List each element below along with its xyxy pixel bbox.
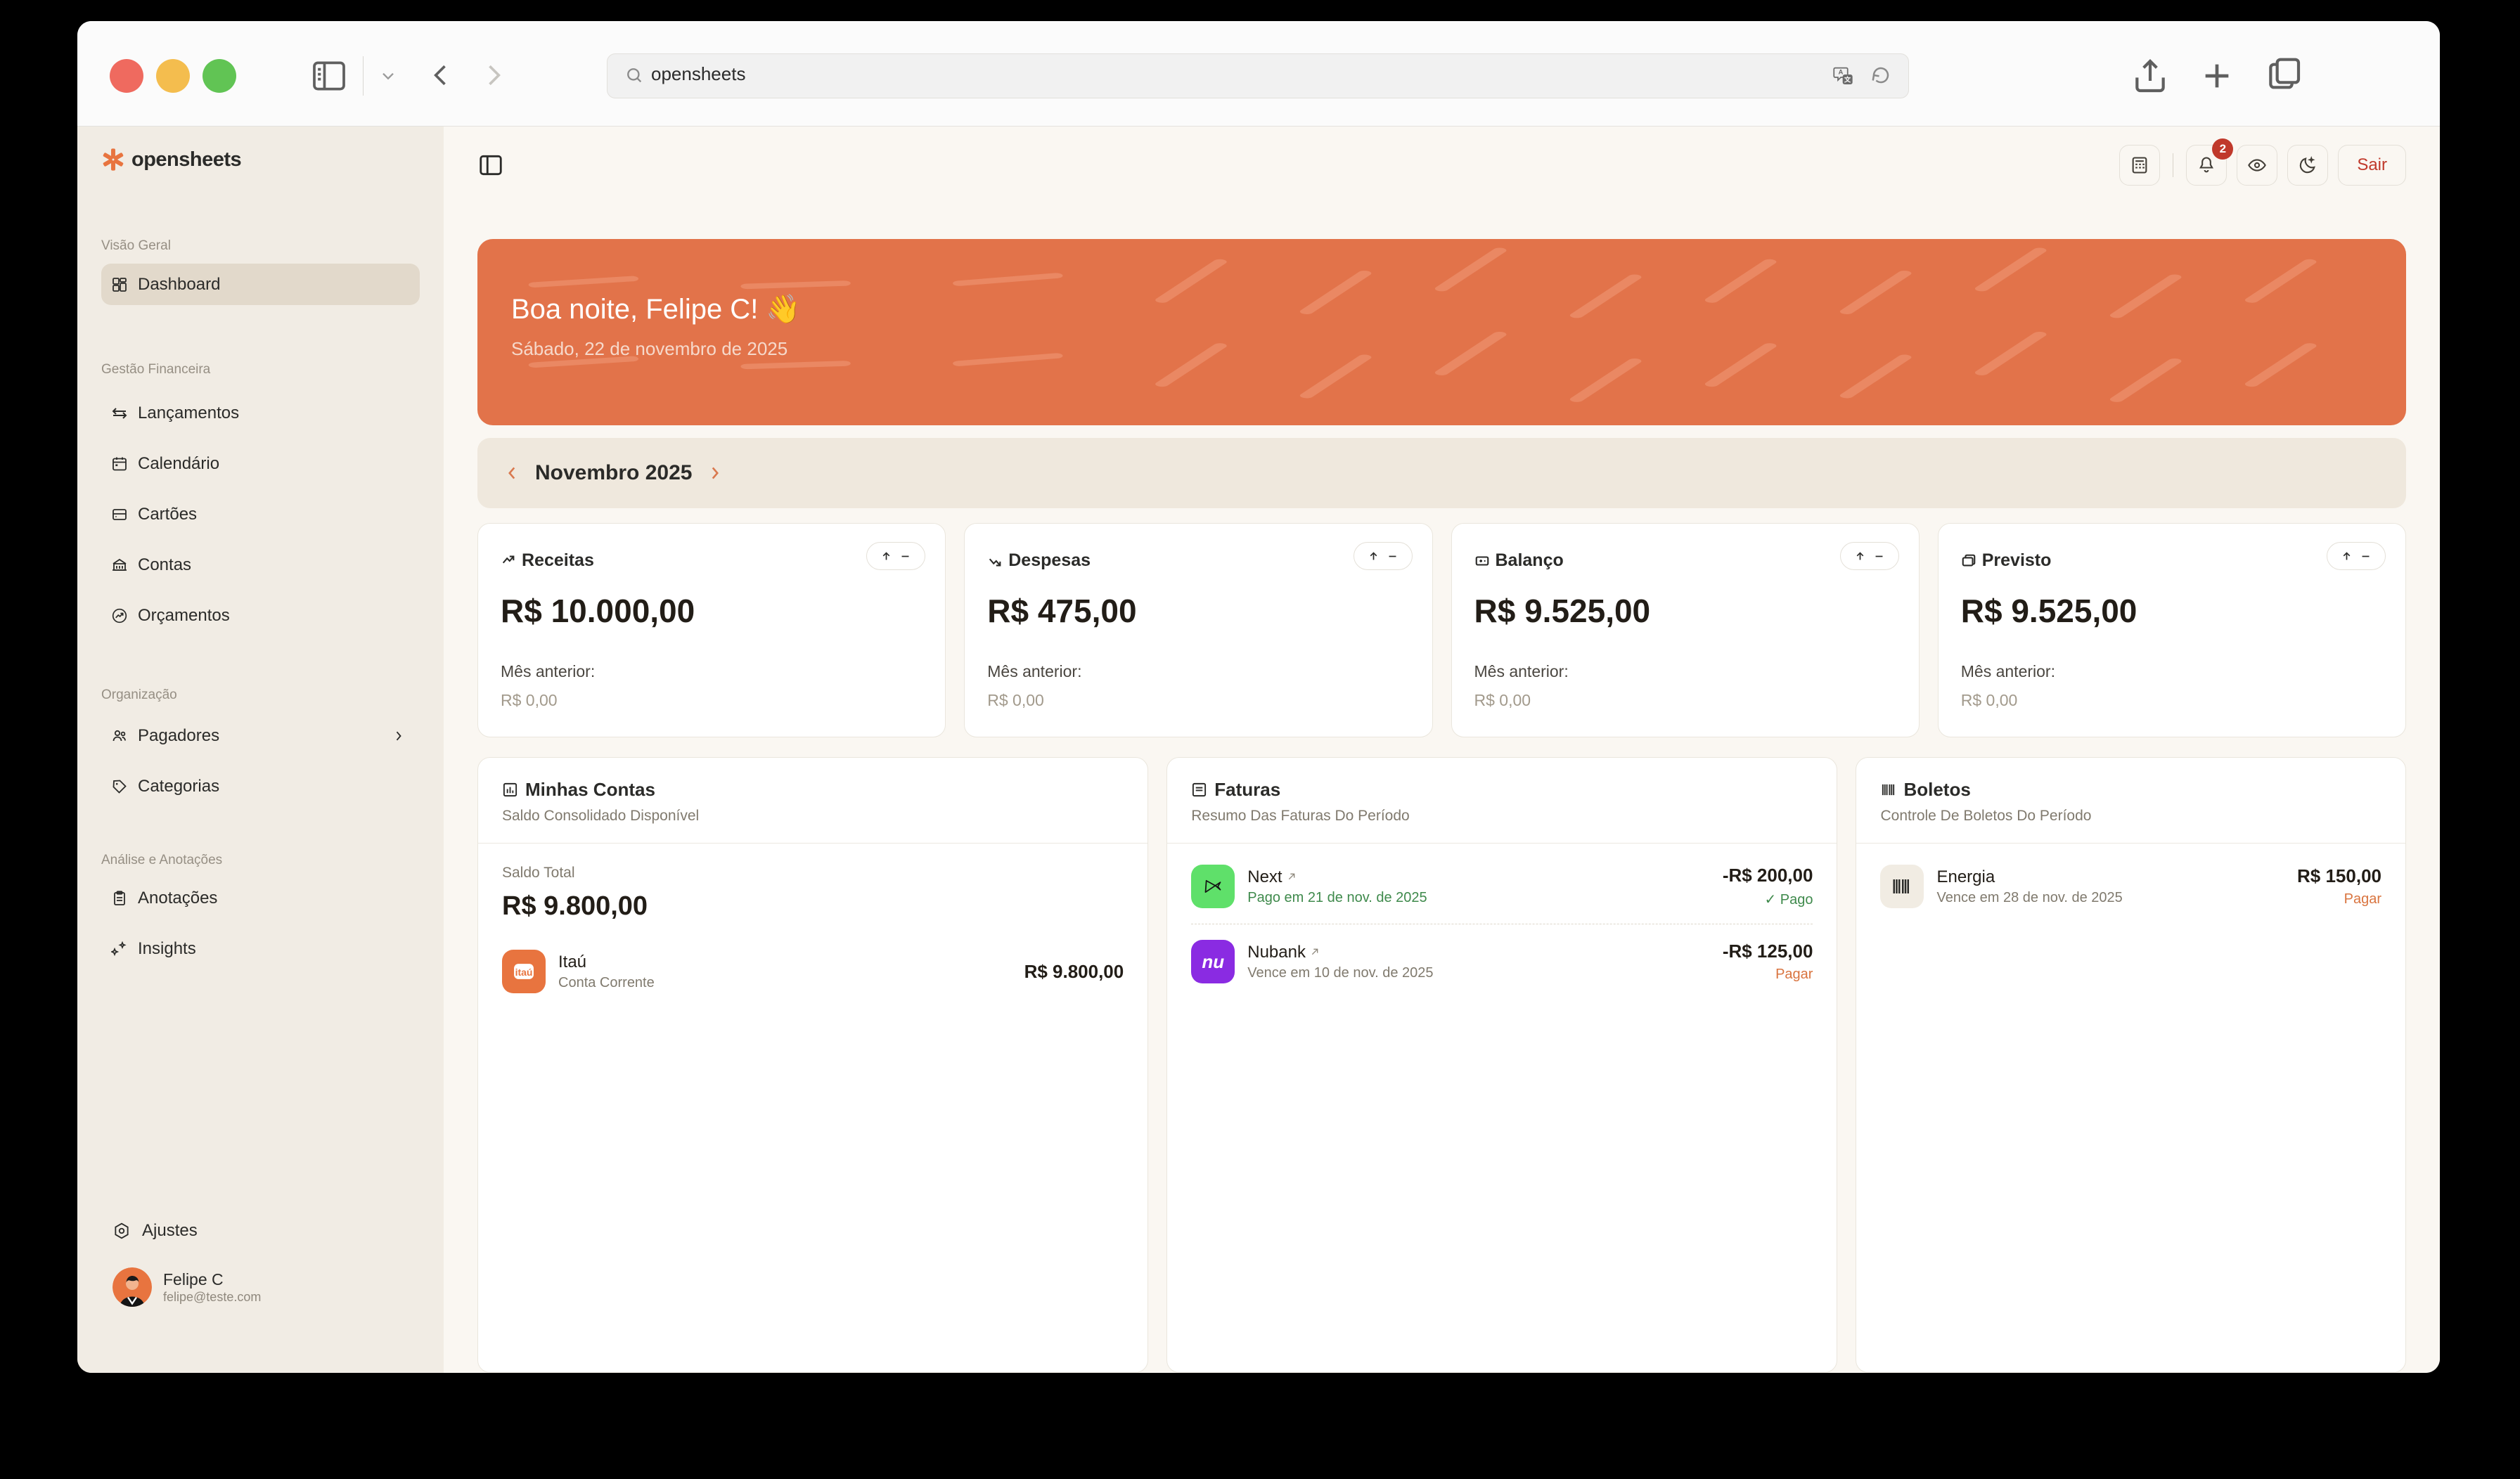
svg-text:itaú: itaú	[515, 967, 533, 978]
svg-text:文: 文	[1844, 75, 1851, 83]
svg-text:A: A	[1839, 68, 1844, 76]
